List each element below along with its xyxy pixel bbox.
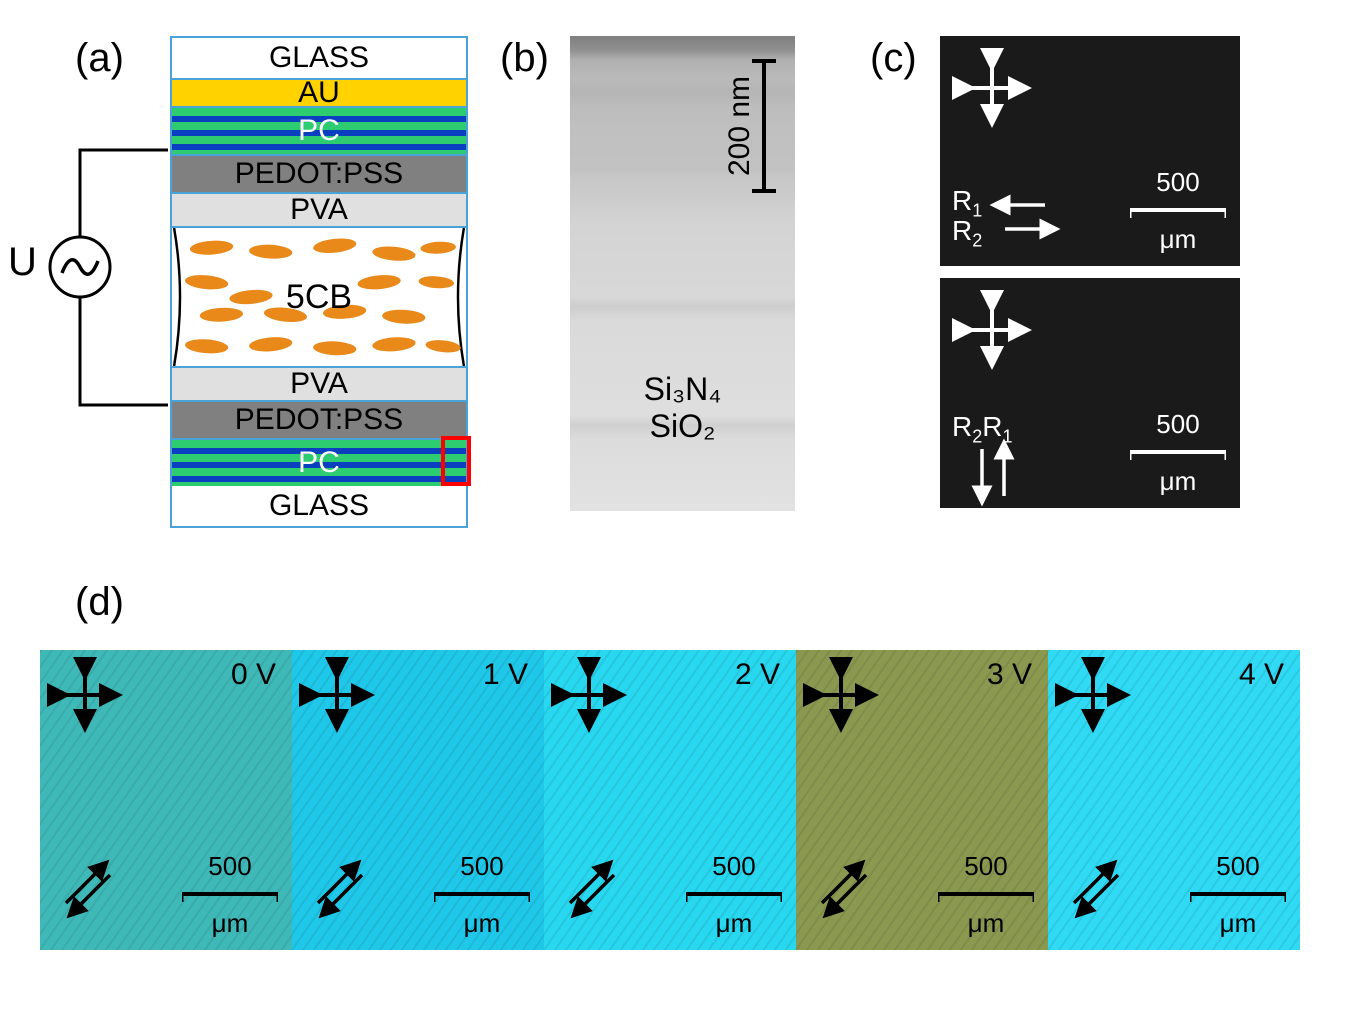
voltage-cell: 3 V 500μm	[796, 650, 1048, 950]
polarizer-cross-icon	[810, 664, 872, 731]
rubbing-arrows-diag	[810, 853, 880, 928]
scale-bar-d: 500μm	[686, 852, 782, 938]
layer-au: AU	[170, 78, 468, 106]
svg-text:200 nm: 200 nm	[723, 76, 756, 176]
scale-bar-c2: 500 μm	[1130, 410, 1226, 496]
material-sio2: SiO₂	[570, 408, 795, 445]
lc-label: 5CB	[286, 278, 352, 317]
panel-label-b: (b)	[500, 36, 549, 81]
layer-pc-bottom: PC	[170, 438, 468, 486]
rubbing-arrows-diag	[306, 853, 376, 928]
voltage-value: 0 V	[231, 658, 276, 692]
polarizer-cross-icon	[958, 54, 1026, 127]
polarizer-cross-icon	[306, 664, 368, 731]
rubbing-arrows-diag	[54, 853, 124, 928]
scale-bar-d: 500μm	[1190, 852, 1286, 938]
voltage-cell: 1 V 500μm	[292, 650, 544, 950]
sem-cross-section: 200 nm Si₃N₄ SiO₂	[570, 36, 795, 511]
scale-bar-d: 500μm	[938, 852, 1034, 938]
material-sinx: Si₃N₄	[570, 371, 795, 408]
panel-label-c: (c)	[870, 36, 917, 81]
r2r1-label: R2R1	[952, 411, 1013, 448]
rubbing-arrows-vert	[970, 444, 1025, 502]
voltage-value: 1 V	[483, 658, 528, 692]
voltage-series: 0 V 500μm 1 V 500μm 2 V 500μm 3 V 500μm 4 V 500μm	[40, 650, 1300, 950]
layer-pedot-bottom: PEDOT:PSS	[170, 400, 468, 438]
voltage-cell: 4 V 500μm	[1048, 650, 1300, 950]
polarizer-cross-icon	[558, 664, 620, 731]
layer-glass-bottom: GLASS	[170, 486, 468, 528]
layer-liquid-crystal: 5CB	[170, 226, 468, 366]
voltage-source	[20, 70, 170, 470]
scale-bar-200nm: 200 nm	[719, 56, 779, 201]
scale-bar-d: 500μm	[182, 852, 278, 938]
panel-label-d: (d)	[75, 580, 124, 625]
layer-glass-top: GLASS	[170, 36, 468, 78]
layer-pedot-top: PEDOT:PSS	[170, 154, 468, 192]
highlight-box	[441, 436, 471, 486]
r2-label: R2	[952, 215, 982, 252]
rubbing-arrows-diag	[1062, 853, 1132, 928]
rubbing-arrows-horiz	[995, 193, 1065, 248]
voltage-value: 3 V	[987, 658, 1032, 692]
micrograph-c-bottom: R2R1 500 μm	[940, 278, 1240, 508]
scale-bar-d: 500μm	[434, 852, 530, 938]
polarizer-cross-icon	[54, 664, 116, 731]
voltage-cell: 2 V 500μm	[544, 650, 796, 950]
micrograph-c-top: R1 R2 500 μm	[940, 36, 1240, 266]
layer-pva-top: PVA	[170, 192, 468, 226]
layer-stack-diagram: GLASS AU PC PEDOT:PSS PVA	[170, 36, 468, 528]
layer-pva-bottom: PVA	[170, 366, 468, 400]
voltage-value: 4 V	[1239, 658, 1284, 692]
rubbing-arrows-diag	[558, 853, 628, 928]
scale-bar-c1: 500 μm	[1130, 168, 1226, 254]
voltage-value: 2 V	[735, 658, 780, 692]
voltage-cell: 0 V 500μm	[40, 650, 292, 950]
polarizer-cross-icon	[1062, 664, 1124, 731]
polarizer-cross-icon	[958, 296, 1026, 369]
layer-pc-top: PC	[170, 106, 468, 154]
